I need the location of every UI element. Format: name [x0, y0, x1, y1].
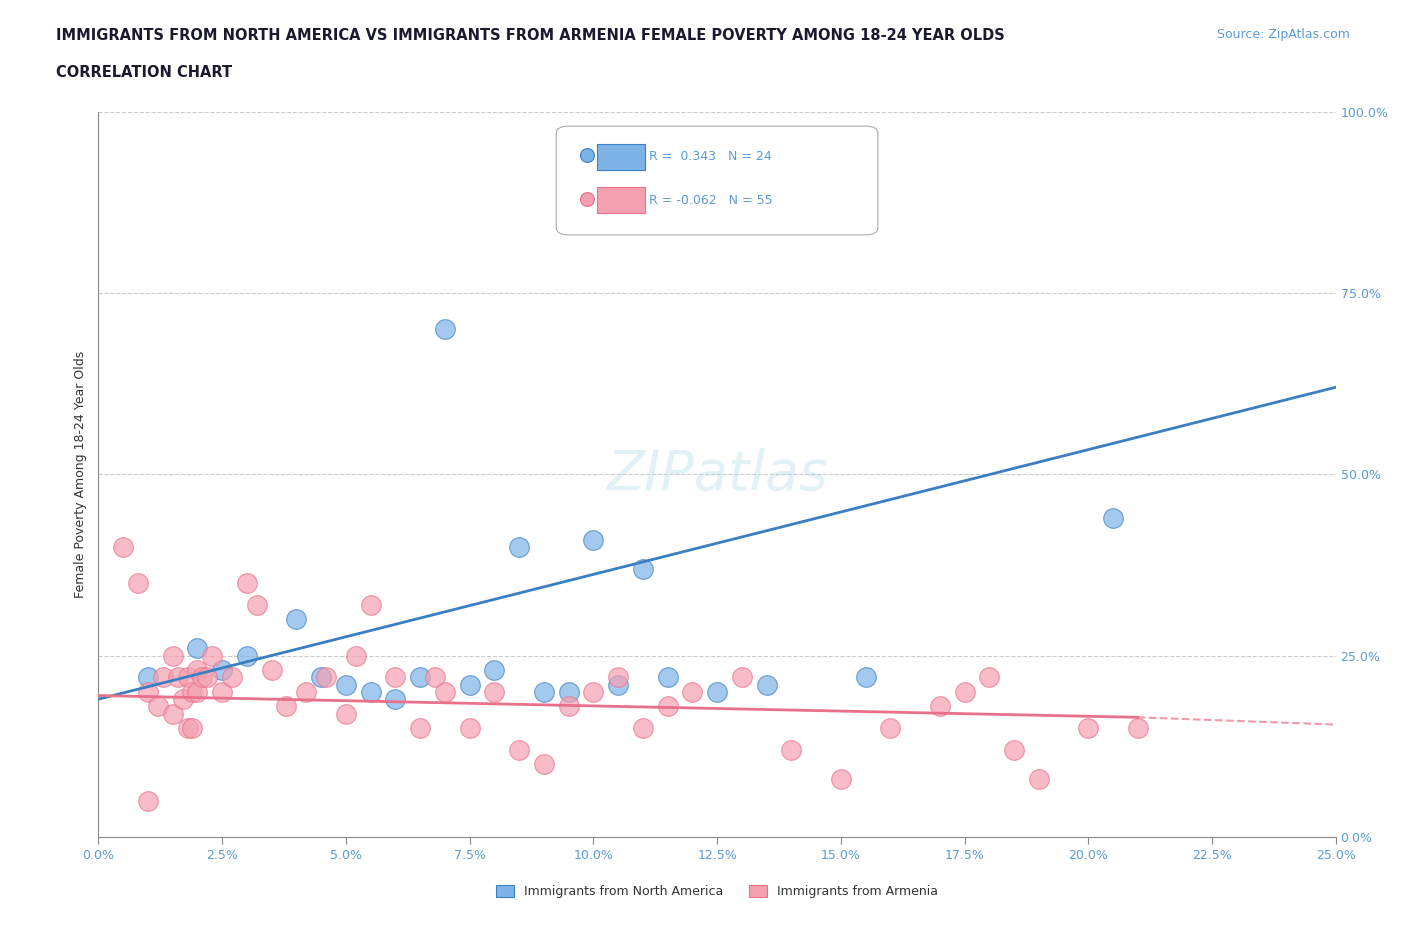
Point — [582, 532, 605, 547]
Point — [295, 684, 318, 699]
Point — [953, 684, 976, 699]
Text: ZIPatlas: ZIPatlas — [606, 448, 828, 500]
Point — [458, 677, 481, 692]
Point — [423, 670, 446, 684]
Point — [360, 597, 382, 612]
Point — [458, 721, 481, 736]
FancyBboxPatch shape — [557, 126, 877, 235]
Point — [191, 670, 214, 684]
Point — [433, 322, 456, 337]
Point — [830, 772, 852, 787]
Point — [557, 684, 579, 699]
Point — [755, 677, 778, 692]
Point — [166, 670, 188, 684]
Point — [657, 699, 679, 714]
Point — [335, 706, 357, 721]
Point — [484, 663, 506, 678]
Point — [136, 793, 159, 808]
Point — [309, 670, 332, 684]
Point — [1102, 511, 1125, 525]
Point — [508, 539, 530, 554]
Point — [706, 684, 728, 699]
Point — [409, 670, 432, 684]
Point — [928, 699, 950, 714]
Point — [211, 684, 233, 699]
Point — [221, 670, 243, 684]
Point — [344, 648, 367, 663]
Point — [176, 670, 198, 684]
Point — [136, 684, 159, 699]
Point — [236, 576, 259, 591]
Point — [162, 648, 184, 663]
Y-axis label: Female Poverty Among 18-24 Year Olds: Female Poverty Among 18-24 Year Olds — [73, 351, 87, 598]
Point — [607, 670, 630, 684]
Point — [176, 721, 198, 736]
Text: R =  0.343   N = 24: R = 0.343 N = 24 — [650, 150, 772, 163]
Point — [582, 684, 605, 699]
Point — [201, 648, 224, 663]
Text: IMMIGRANTS FROM NORTH AMERICA VS IMMIGRANTS FROM ARMENIA FEMALE POVERTY AMONG 18: IMMIGRANTS FROM NORTH AMERICA VS IMMIGRA… — [56, 28, 1005, 43]
FancyBboxPatch shape — [598, 187, 645, 213]
Legend: Immigrants from North America, Immigrants from Armenia: Immigrants from North America, Immigrant… — [491, 881, 943, 903]
Point — [260, 663, 283, 678]
Point — [979, 670, 1001, 684]
Point — [855, 670, 877, 684]
Point — [136, 670, 159, 684]
Point — [433, 684, 456, 699]
Point — [186, 641, 208, 656]
Point — [409, 721, 432, 736]
Point — [508, 742, 530, 757]
Point — [315, 670, 337, 684]
Point — [146, 699, 169, 714]
Point — [384, 692, 406, 707]
Point — [533, 757, 555, 772]
Point — [127, 576, 149, 591]
Text: CORRELATION CHART: CORRELATION CHART — [56, 65, 232, 80]
Point — [780, 742, 803, 757]
Point — [731, 670, 754, 684]
FancyBboxPatch shape — [598, 143, 645, 169]
Point — [384, 670, 406, 684]
Point — [1077, 721, 1099, 736]
Point — [1002, 742, 1025, 757]
Text: Source: ZipAtlas.com: Source: ZipAtlas.com — [1216, 28, 1350, 41]
Point — [186, 684, 208, 699]
Point — [657, 670, 679, 684]
Point — [681, 684, 703, 699]
Point — [172, 692, 194, 707]
Point — [557, 699, 579, 714]
Point — [195, 670, 218, 684]
Point — [246, 597, 269, 612]
Point — [276, 699, 298, 714]
Text: R = -0.062   N = 55: R = -0.062 N = 55 — [650, 193, 773, 206]
Point — [879, 721, 901, 736]
Point — [162, 706, 184, 721]
Point — [236, 648, 259, 663]
Point — [533, 684, 555, 699]
Point — [285, 612, 308, 627]
Point — [484, 684, 506, 699]
Point — [1028, 772, 1050, 787]
Point — [1126, 721, 1149, 736]
Point — [112, 539, 135, 554]
Point — [607, 677, 630, 692]
Point — [631, 561, 654, 576]
Point — [152, 670, 174, 684]
Point — [181, 721, 204, 736]
Point — [211, 663, 233, 678]
Point — [181, 684, 204, 699]
Point — [335, 677, 357, 692]
Point — [360, 684, 382, 699]
Point — [186, 663, 208, 678]
Point — [631, 721, 654, 736]
